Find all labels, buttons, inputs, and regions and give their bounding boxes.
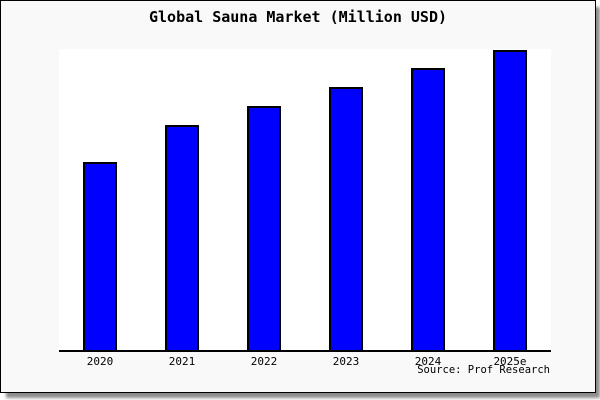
bar-2025e [493, 50, 527, 350]
x-tick-label-2022: 2022 [250, 355, 278, 368]
plot-area [59, 49, 551, 352]
x-tick-label-2021: 2021 [168, 355, 196, 368]
bars-container [59, 49, 551, 350]
source-label: Source: Prof Research [417, 364, 550, 376]
x-tick-label-2025e: 2025e [493, 355, 527, 368]
chart-title: Global Sauna Market (Million USD) [148, 8, 447, 26]
x-axis-labels: 2020 2021 2022 2023 2024 2025e [59, 355, 551, 371]
x-tick-label-2024: 2024 [414, 355, 442, 368]
x-tick-label-2020: 2020 [86, 355, 114, 368]
bar-2022 [247, 106, 281, 350]
bar-2020 [83, 162, 117, 350]
x-tick-label-2023: 2023 [332, 355, 360, 368]
bar-2023 [329, 87, 363, 350]
bar-2021 [165, 125, 199, 350]
bar-2024 [411, 68, 445, 350]
chart-page: Global Sauna Market (Million USD) 2020 20… [0, 0, 596, 393]
